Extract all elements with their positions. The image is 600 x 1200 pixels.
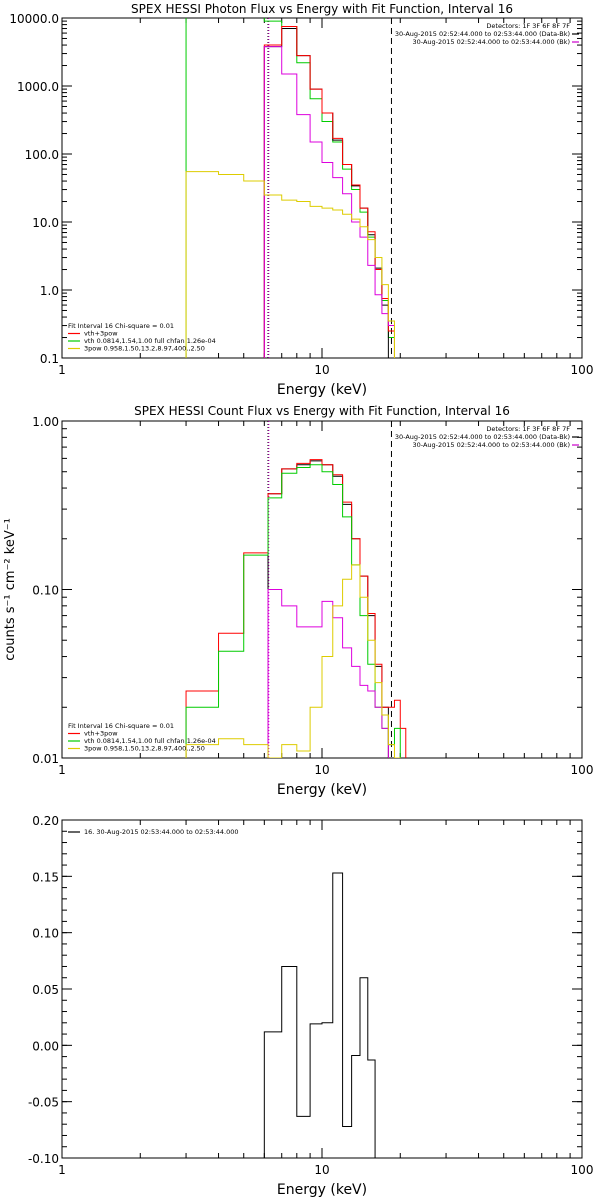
legend-entry: Fit Interval 16 Chi-square = 0.01 <box>68 322 174 330</box>
series-group <box>263 872 376 1158</box>
info-line: 30-Aug-2015 02:52:44.000 to 02:53:44.000… <box>395 433 570 441</box>
y-tick-label: 100.0 <box>25 148 59 162</box>
y-tick-label: 10000.0 <box>9 12 59 26</box>
legend-entry: vth+3pow <box>84 730 118 738</box>
legend-entry: 3pow 0.958,1.50,13.2,8.97,400.,2.50 <box>84 345 205 353</box>
x-tick-label: 10 <box>314 763 329 777</box>
info-line: Detectors: 1F 3F 6F 8F 7F <box>486 425 570 433</box>
series-4-line <box>267 589 389 758</box>
series-1-line <box>263 872 376 1158</box>
plot-frame <box>61 17 583 359</box>
x-tick-label: 100 <box>571 363 594 377</box>
y-tick-label: 0.15 <box>32 870 59 884</box>
y-tick-label: 0.10 <box>32 927 59 941</box>
legend-entry: vth 0.0814,1.54,1.00 full chfan 1.26e-04 <box>84 337 216 345</box>
y-tick-label: 0.05 <box>32 983 59 997</box>
series-3-line <box>263 25 395 358</box>
x-tick-label: 10 <box>314 1163 329 1177</box>
series-5-line <box>185 171 395 358</box>
legend-entry: Fit Interval 16 Chi-square = 0.01 <box>68 722 174 730</box>
legend-entry: vth+3pow <box>84 330 118 338</box>
x-tick-label: 100 <box>571 1163 594 1177</box>
y-tick-label: 10.0 <box>32 216 59 230</box>
info-line: 30-Aug-2015 02:52:44.000 to 02:53:44.000… <box>413 441 570 449</box>
y-axis-label: counts s⁻¹ cm⁻² keV⁻¹ <box>3 518 18 661</box>
series-1-line <box>267 460 389 758</box>
y-tick-label: 1.0 <box>40 284 59 298</box>
x-tick-label: 1 <box>58 363 66 377</box>
series-5-line <box>185 564 401 758</box>
chart-title: SPEX HESSI Photon Flux vs Energy with Fi… <box>131 2 513 16</box>
y-tick-label: -0.10 <box>28 1152 59 1166</box>
series-4-line <box>263 46 395 358</box>
y-tick-label: 0.20 <box>32 814 59 828</box>
x-tick-label: 1 <box>58 763 66 777</box>
info-line: Detectors: 1F 3F 6F 8F 7F <box>486 22 570 30</box>
x-tick-label: 100 <box>571 763 594 777</box>
chart-title: SPEX HESSI Count Flux vs Energy with Fit… <box>134 404 510 418</box>
x-axis-label: Energy (keV) <box>277 1182 367 1198</box>
series-1-line <box>185 18 395 358</box>
x-tick-label: 10 <box>314 363 329 377</box>
chart-panel-3: 1 10 100 -0.10 -0.05 0.00 0.05 0.10 0.15 0.20 Ener… <box>28 814 594 1198</box>
chart-panel-2: SPEX HESSI Count Flux vs Energy with Fit… <box>3 404 593 798</box>
legend-entry: 16. 30-Aug-2015 02:53:44.000 to 02:53:44… <box>84 828 239 836</box>
info-line: 30-Aug-2015 02:52:44.000 to 02:53:44.000… <box>413 38 570 46</box>
y-tick-label: 0.00 <box>32 1039 59 1053</box>
legend-entry: 3pow 0.958,1.50,13.2,8.97,400.,2.50 <box>84 745 205 753</box>
y-tick-label: 0.1 <box>40 352 59 366</box>
series-2-line <box>185 459 407 758</box>
x-tick-label: 1 <box>58 1163 66 1177</box>
y-tick-label: 0.01 <box>32 752 59 766</box>
plot-frame <box>61 819 583 1159</box>
y-tick-label: -0.05 <box>28 1096 59 1110</box>
chart-panel-1: SPEX HESSI Photon Flux vs Energy with Fi… <box>9 2 594 398</box>
series-group <box>185 18 395 358</box>
info-line: 30-Aug-2015 02:52:44.000 to 02:53:44.000… <box>395 30 570 38</box>
series-group <box>185 459 407 758</box>
y-tick-label: 1000.0 <box>17 80 59 94</box>
x-axis-label: Energy (keV) <box>277 782 367 798</box>
legend-entry: vth 0.0814,1.54,1.00 full chfan 1.26e-04 <box>84 737 216 745</box>
x-axis-label: Energy (keV) <box>277 382 367 398</box>
y-tick-label: 0.10 <box>32 584 59 598</box>
y-tick-label: 1.00 <box>32 415 59 429</box>
series-2-line <box>263 28 389 358</box>
